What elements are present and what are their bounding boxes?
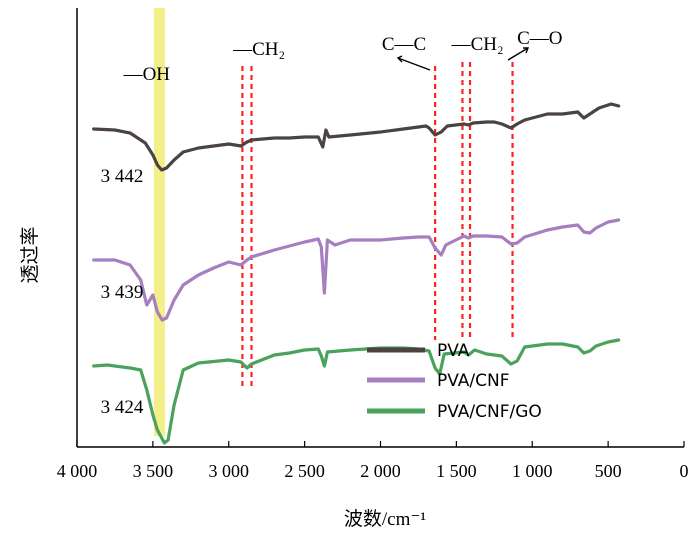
- x-tick-label: 2 500: [284, 461, 325, 481]
- group-label: —CH₂: [232, 39, 285, 60]
- x-tick-label: 1 500: [436, 461, 477, 481]
- group-labels: —OH —CH₂ C—C —CH₂ C—O: [123, 28, 563, 85]
- highlight-band: [154, 8, 165, 436]
- group-label: —OH: [123, 64, 171, 85]
- arrow-cc: [397, 57, 431, 71]
- x-tick-label: 3 000: [209, 461, 250, 481]
- legend-label: PVA/CNF: [437, 371, 510, 391]
- x-axis-title: 波数/cm⁻¹: [344, 508, 427, 530]
- group-label: —CH₂: [451, 34, 504, 55]
- series-line: [92, 338, 621, 445]
- peak-label: 3 424: [101, 397, 144, 418]
- arrowhead-cc: [396, 55, 403, 63]
- arrow-co: [507, 47, 529, 61]
- x-tick-label: 1 000: [512, 461, 553, 481]
- x-tick-label: 2 000: [360, 461, 401, 481]
- peak-label: 3 439: [101, 282, 144, 303]
- x-tick-label: 0: [680, 461, 689, 481]
- peak-labels: 3 442 3 439 3 424: [101, 166, 144, 418]
- legend-label: PVA/CNF/GO: [437, 402, 542, 422]
- x-ticks: 4 000 3 500 3 000 2 500 2 000 1 500 1 000 500 0: [57, 441, 689, 481]
- legend: PVA PVA/CNF PVA/CNF/GO: [367, 341, 542, 422]
- peak-label: 3 442: [101, 166, 144, 187]
- plot-area: [92, 102, 621, 445]
- y-axis-title: 透过率: [19, 226, 41, 283]
- x-tick-label: 500: [595, 461, 622, 481]
- arrowhead-co: [523, 47, 530, 54]
- group-label: C—O: [517, 28, 562, 49]
- legend-label: PVA: [437, 341, 470, 361]
- group-label: C—C: [382, 34, 426, 55]
- x-tick-label: 4 000: [57, 461, 98, 481]
- series-line: [92, 218, 621, 322]
- x-tick-label: 3 500: [133, 461, 174, 481]
- series-line: [92, 102, 621, 172]
- guide-lines: [241, 62, 514, 386]
